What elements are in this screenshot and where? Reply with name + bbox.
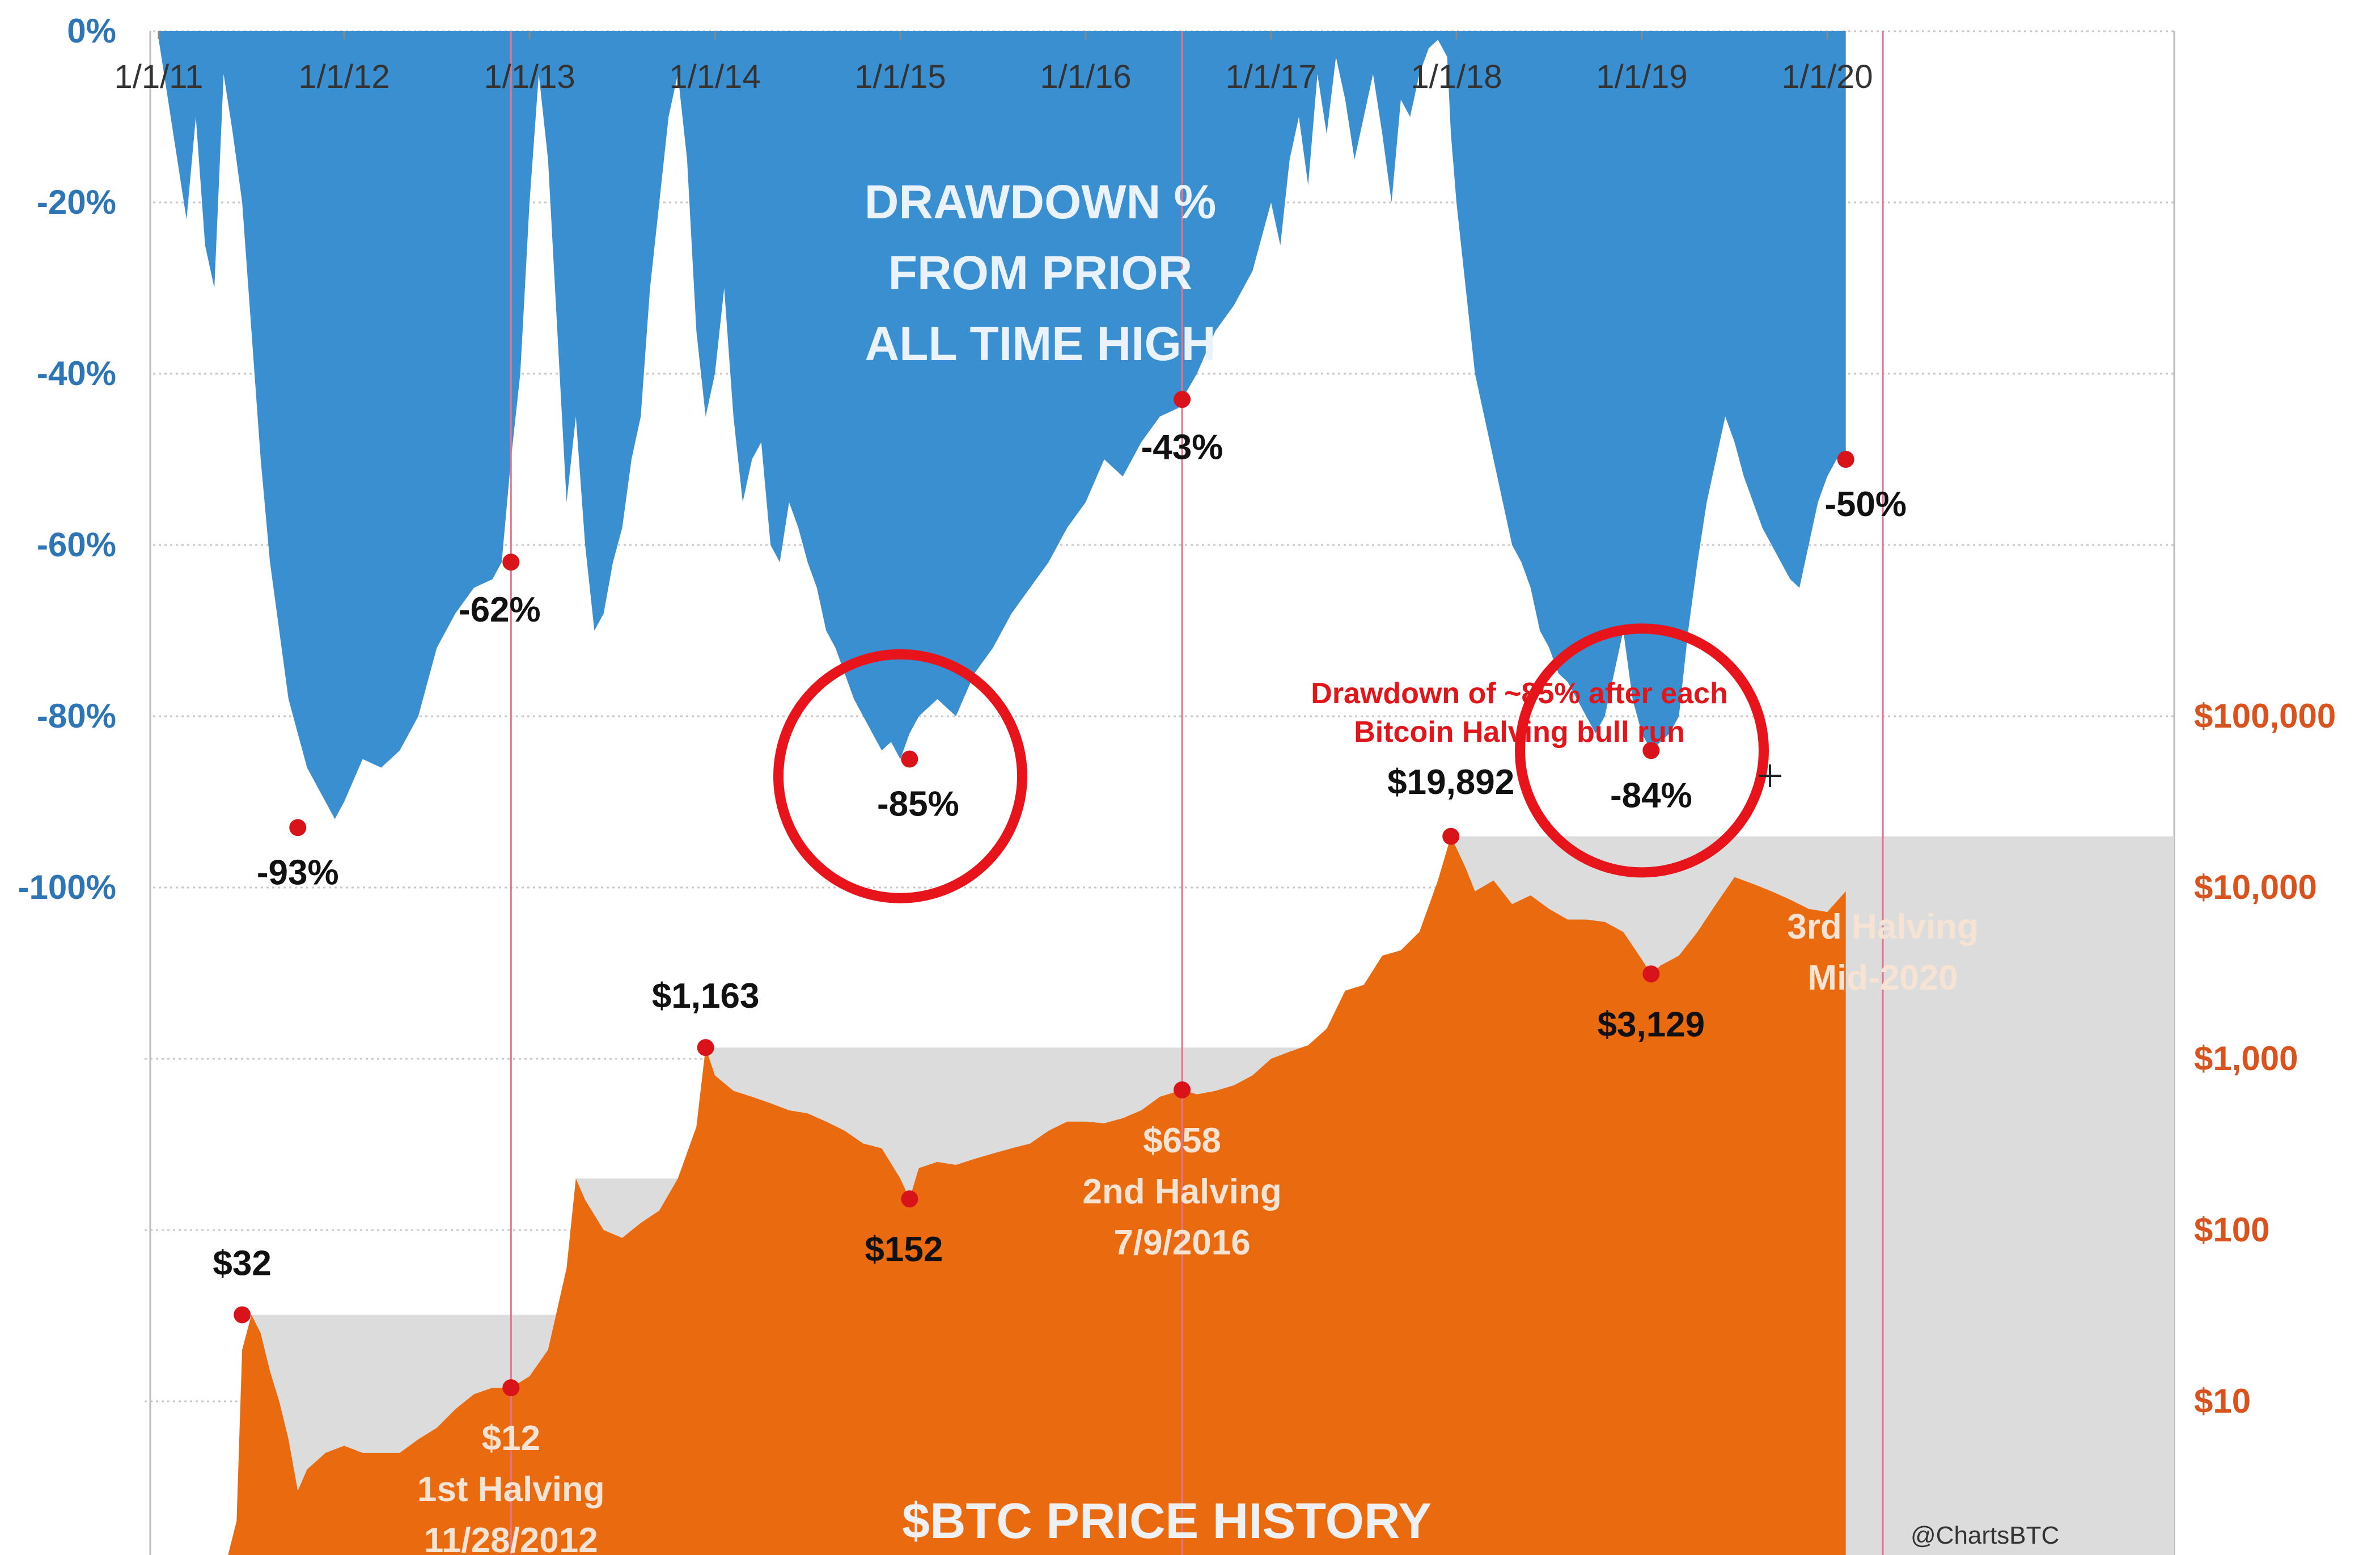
price-series <box>223 836 1846 1555</box>
drawdown-area <box>159 31 1846 819</box>
drawdown-label: -43% <box>1141 428 1223 467</box>
drawdown-title-line-3: ALL TIME HIGH <box>865 317 1216 370</box>
x-tick-label: 1/1/14 <box>669 58 760 95</box>
price-label: $12 <box>482 1419 540 1458</box>
drawdown-label: -62% <box>459 590 541 629</box>
y-axis-right: $100,000 $10,000 $1,000 $100 $10 <box>2194 697 2336 1420</box>
x-tick-label: 1/1/19 <box>1596 58 1687 95</box>
x-axis: 1/1/11 1/1/12 1/1/13 1/1/14 1/1/15 1/1/16 1/1/… <box>115 31 1873 95</box>
price-marker <box>1442 827 1460 845</box>
highlight-circle <box>773 649 1027 903</box>
y-tick-label: $10 <box>2194 1382 2251 1420</box>
price-label: $152 <box>865 1230 943 1269</box>
highlight-circle <box>1515 623 1769 878</box>
x-tick-label: 1/1/18 <box>1411 58 1502 95</box>
y-tick-label: -20% <box>37 183 116 221</box>
price-label: 7/9/2016 <box>1113 1223 1250 1262</box>
halving-lines <box>510 31 1884 1555</box>
annotations: -93% -62% -85% -43% -84% -50% $32 $12 1st Halvin… <box>213 428 1978 1555</box>
drawdown-label: -85% <box>877 785 959 824</box>
price-label: $1,163 <box>652 977 760 1016</box>
price-label: $658 <box>1143 1121 1221 1160</box>
drawdown-marker <box>901 750 918 768</box>
price-label: $3,129 <box>1598 1005 1705 1044</box>
price-label: 3rd Halving <box>1787 907 1979 946</box>
drawdown-note-line-1: Drawdown of ~85% after each <box>1311 677 1727 710</box>
drawdown-marker <box>502 553 520 571</box>
y-tick-label: -80% <box>37 697 116 735</box>
y-tick-label: $100 <box>2194 1211 2269 1249</box>
drawdown-note-line-2: Bitcoin Halving bull run <box>1354 716 1685 749</box>
y-tick-label: -40% <box>37 354 116 392</box>
price-label: 11/28/2012 <box>424 1521 598 1555</box>
drawdown-marker <box>1837 451 1854 468</box>
drawdown-marker <box>1174 391 1191 408</box>
drawdown-title-line-2: FROM PRIOR <box>888 246 1193 299</box>
price-label: 1st Halving <box>417 1470 605 1509</box>
drawdown-label: -50% <box>1824 485 1907 524</box>
cursor-crosshair-icon <box>1759 764 1781 787</box>
x-tick-label: 1/1/15 <box>854 58 946 95</box>
x-tick-label: 1/1/17 <box>1225 58 1316 95</box>
price-title: $BTC PRICE HISTORY <box>902 1493 1432 1549</box>
y-tick-label: $1,000 <box>2194 1040 2298 1077</box>
y-tick-label: -60% <box>37 526 116 564</box>
y-tick-label: $10,000 <box>2194 868 2317 906</box>
price-area <box>223 836 1846 1555</box>
drawdown-marker <box>1642 742 1660 759</box>
price-marker <box>1642 965 1660 983</box>
drawdown-marker <box>289 819 307 836</box>
price-label: $32 <box>213 1244 271 1283</box>
y-tick-label: -100% <box>18 868 116 906</box>
drawdown-title-line-1: DRAWDOWN % <box>865 175 1217 229</box>
price-marker <box>1174 1081 1191 1098</box>
x-tick-label: 1/1/20 <box>1781 58 1873 95</box>
price-marker <box>502 1379 520 1397</box>
price-marker <box>901 1190 918 1208</box>
markers <box>234 391 1854 1397</box>
x-tick-label: 1/1/11 <box>115 58 204 95</box>
x-tick-label: 1/1/16 <box>1040 58 1131 95</box>
x-tick-label: 1/1/13 <box>484 58 575 95</box>
credit-label: @ChartsBTC <box>1911 1522 2059 1549</box>
y-tick-label: $100,000 <box>2194 697 2336 735</box>
x-tick-label: 1/1/12 <box>298 58 389 95</box>
price-marker <box>697 1039 714 1057</box>
highlight-circles <box>773 623 1769 903</box>
price-label: 2nd Halving <box>1082 1172 1281 1211</box>
price-marker <box>234 1306 251 1324</box>
drawdown-label: -93% <box>257 853 339 892</box>
price-label: $19,892 <box>1387 763 1514 802</box>
drawdown-label: -84% <box>1610 776 1692 815</box>
drawdown-series <box>159 31 1846 819</box>
y-axis-left: 0% -20% -40% -60% -80% -100% <box>18 12 116 906</box>
y-tick-label: 0% <box>67 12 116 50</box>
price-label: Mid-2020 <box>1807 958 1958 998</box>
